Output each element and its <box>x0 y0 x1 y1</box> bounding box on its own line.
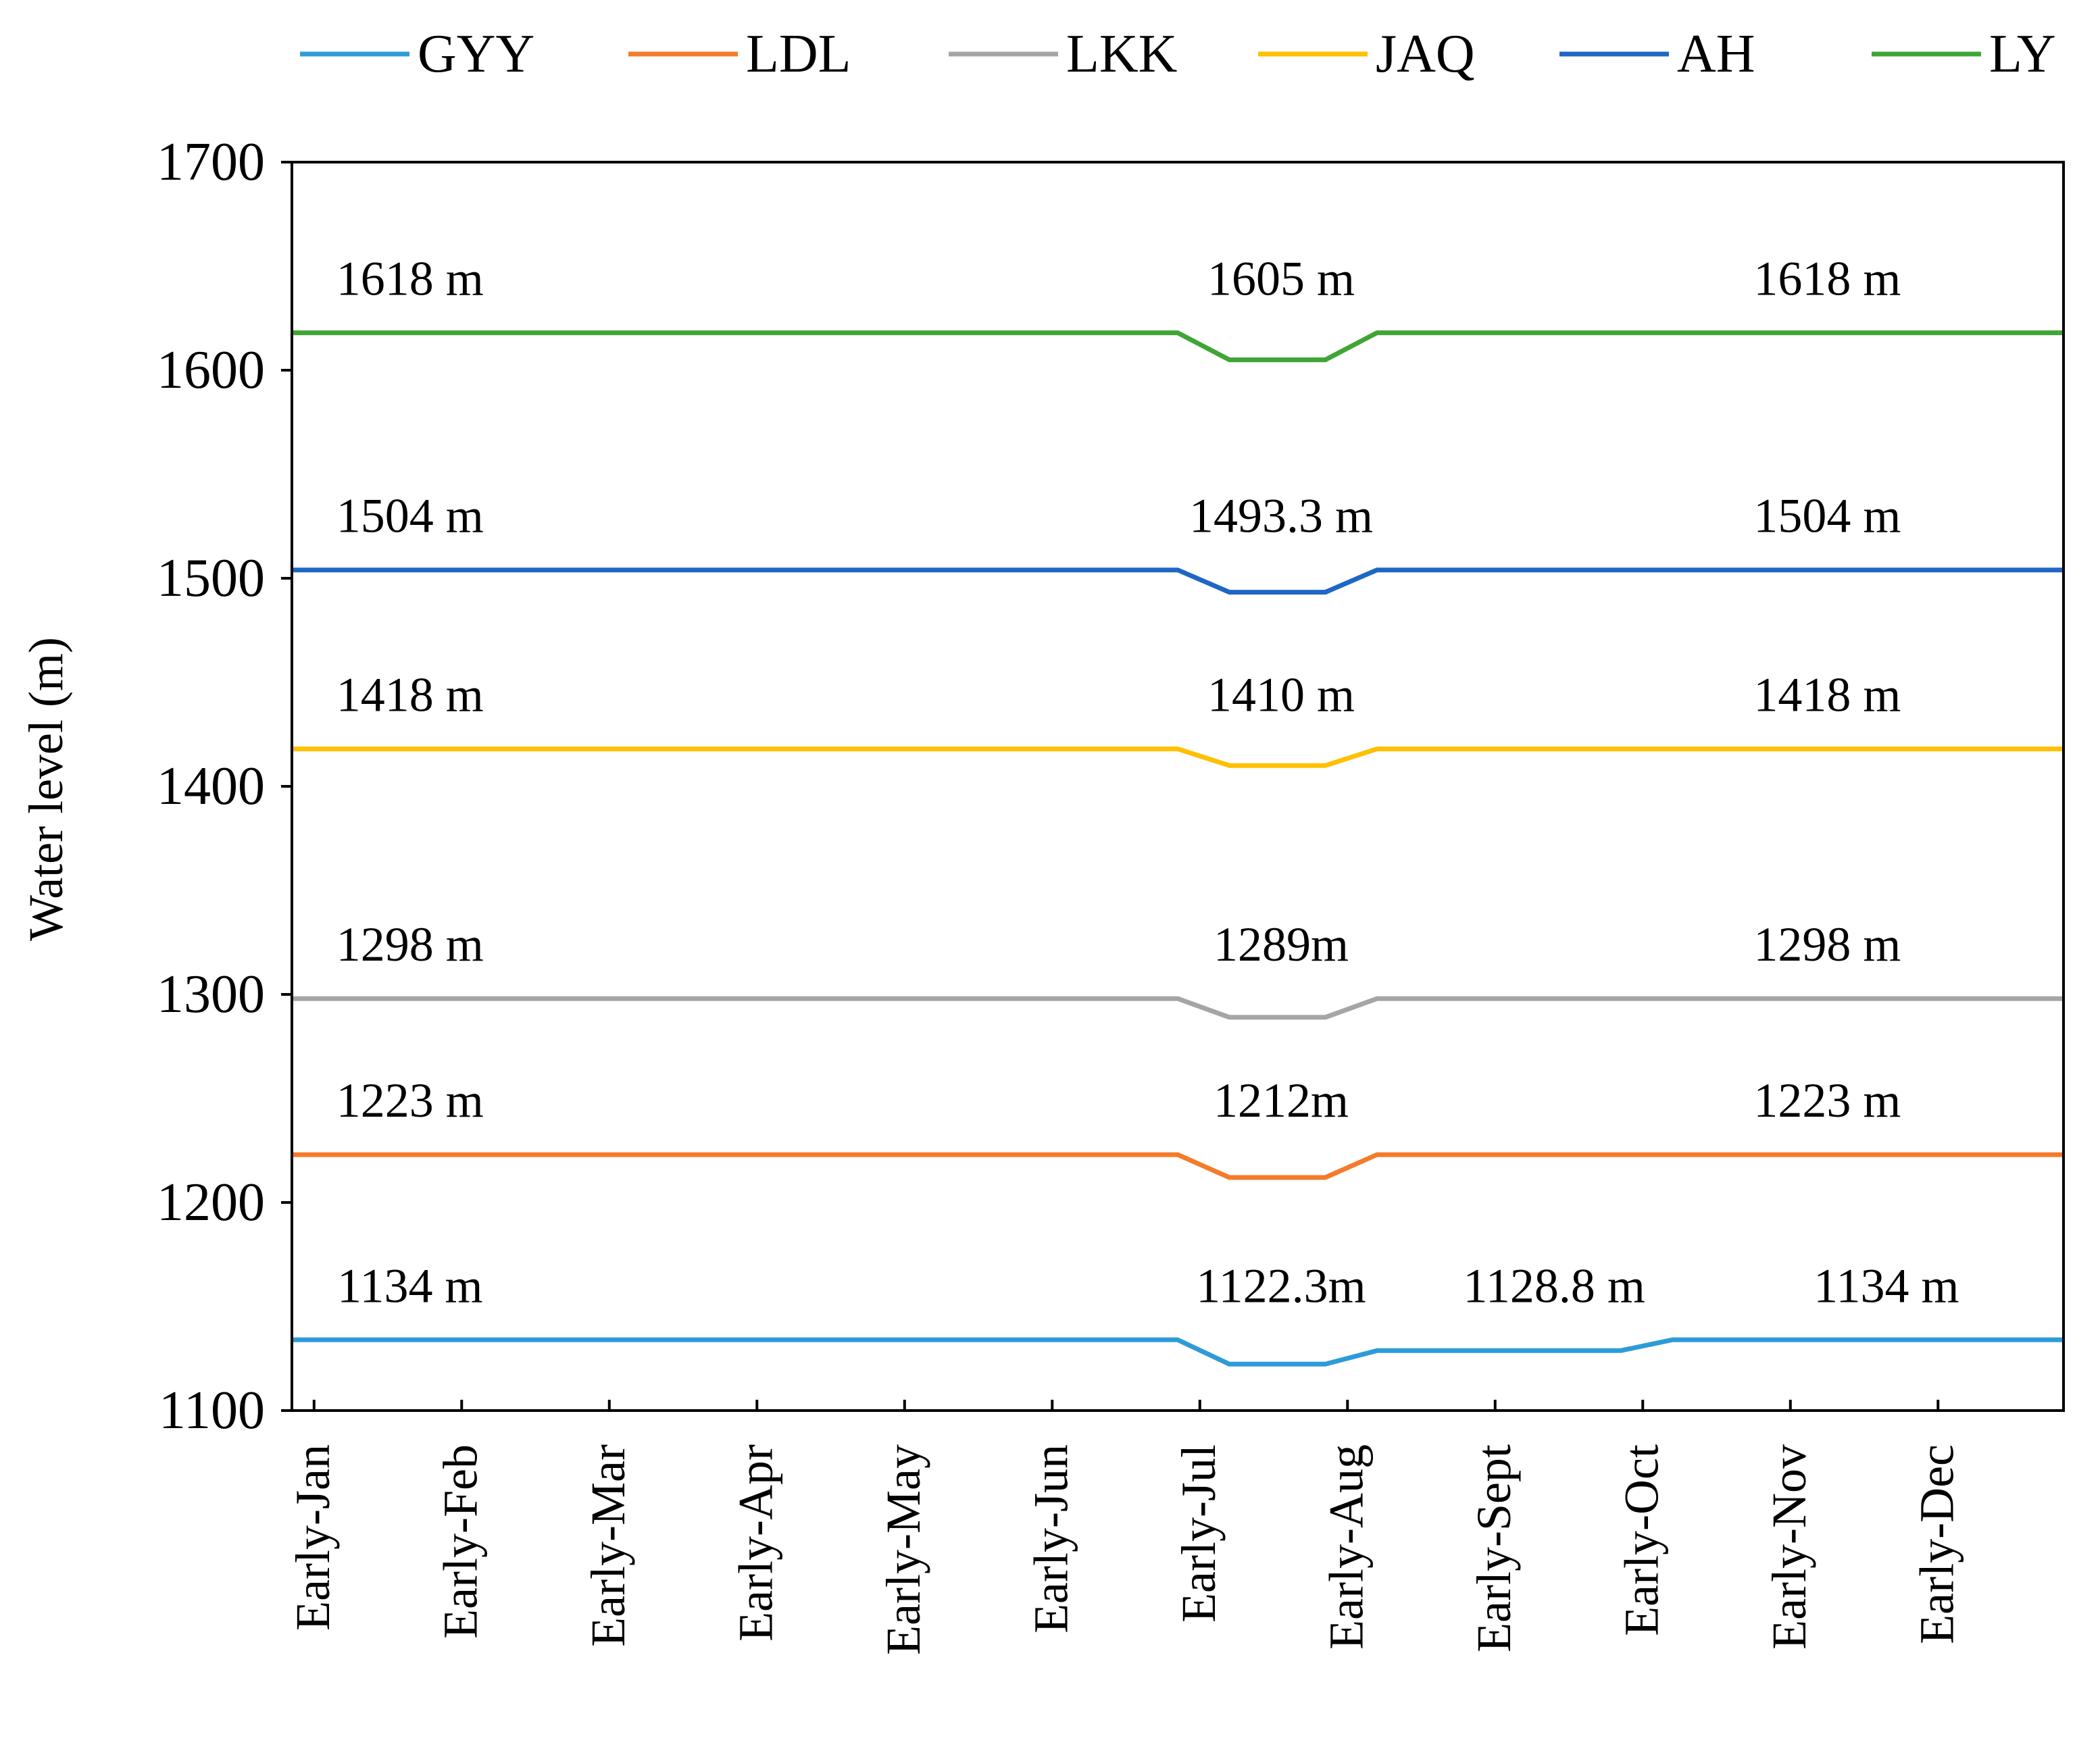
series-line-lkk <box>292 996 2064 1020</box>
data-label: 1605 m <box>1207 252 1355 306</box>
x-tick-label: Early-Mar <box>581 1444 635 1647</box>
y-tick-label: 1100 <box>159 1381 265 1440</box>
x-tick-label: Early-Aug <box>1319 1444 1373 1650</box>
x-tick-label: Early-Jan <box>286 1444 340 1631</box>
data-label: 1493.3 m <box>1189 489 1373 543</box>
y-axis-ticks: 1100 1200 1300 1400 1500 1600 1700 <box>157 132 292 1440</box>
data-label: 1223 m <box>1753 1073 1901 1127</box>
y-tick-label: 1400 <box>157 757 265 816</box>
data-label: 1410 m <box>1207 668 1355 722</box>
x-tick-label: Early-Oct <box>1614 1444 1668 1636</box>
legend-label-lkk: LKK <box>1066 24 1177 84</box>
x-tick-label: Early-Sept <box>1467 1444 1521 1652</box>
x-tick-label: Early-Nov <box>1762 1444 1816 1650</box>
y-tick-label: 1700 <box>157 132 265 192</box>
plot-area-frame <box>291 161 2065 1412</box>
data-label: 1418 m <box>1753 668 1901 722</box>
x-axis-ticks: Early-Jan Early-Feb Early-Mar Early-Apr Earl… <box>286 1400 1964 1655</box>
data-label: 1298 m <box>336 917 484 971</box>
data-label: 1134 m <box>337 1259 482 1313</box>
data-label: 1223 m <box>336 1073 484 1127</box>
legend: GYY LDL LKK JAQ AH LY <box>300 24 2056 84</box>
data-label: 1289m <box>1214 917 1349 971</box>
x-tick-label: Early-Feb <box>433 1444 487 1639</box>
data-labels: 1134 m 1122.3m 1128.8 m 1134 m 1223 m 1212m 12… <box>336 252 1959 1313</box>
y-axis-label: Water level (m) <box>19 637 73 941</box>
data-label: 1618 m <box>1753 252 1901 306</box>
series-line-ly <box>292 330 2064 363</box>
data-label: 1128.8 m <box>1464 1259 1645 1313</box>
series-line-jaq <box>292 746 2064 768</box>
data-label: 1122.3m <box>1196 1259 1366 1313</box>
x-tick-label: Early-Apr <box>728 1444 782 1642</box>
series-line-ah <box>292 567 2064 595</box>
data-label: 1504 m <box>336 489 484 543</box>
legend-label-jaq: JAQ <box>1376 24 1475 84</box>
data-label: 1504 m <box>1753 489 1901 543</box>
series-lines <box>292 330 2064 1367</box>
data-label: 1134 m <box>1814 1259 1959 1313</box>
x-tick-label: Early-Dec <box>1909 1444 1964 1644</box>
x-tick-label: Early-Jun <box>1024 1444 1078 1633</box>
y-tick-label: 1200 <box>157 1173 265 1232</box>
y-tick-label: 1500 <box>157 549 265 608</box>
data-label: 1418 m <box>336 668 484 722</box>
data-label: 1618 m <box>336 252 484 306</box>
data-label: 1212m <box>1214 1073 1349 1127</box>
y-tick-label: 1300 <box>157 965 265 1024</box>
x-tick-label: Early-May <box>876 1444 930 1655</box>
legend-label-ah: AH <box>1677 24 1755 84</box>
legend-label-ly: LY <box>1989 24 2056 84</box>
y-tick-label: 1600 <box>157 340 265 400</box>
data-label: 1298 m <box>1753 917 1901 971</box>
series-line-gyy <box>292 1337 2064 1367</box>
x-tick-label: Early-Jul <box>1172 1444 1226 1623</box>
series-line-ldl <box>292 1152 2064 1180</box>
legend-label-gyy: GYY <box>418 24 534 84</box>
legend-label-ldl: LDL <box>746 24 851 84</box>
